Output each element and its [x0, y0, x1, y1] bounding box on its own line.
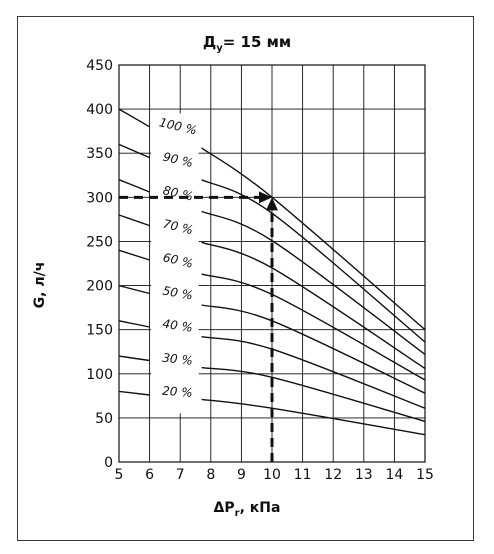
y-tick-label-6: 300	[86, 190, 113, 206]
curve-label-30: 30 %	[162, 351, 194, 368]
y-tick-label-4: 200	[86, 279, 113, 295]
x-tick-label-2: 7	[176, 467, 185, 483]
series-60-curve	[201, 273, 426, 381]
series-70-left-segment	[118, 214, 150, 227]
x-tick-label-10: 15	[416, 467, 434, 483]
series-50-curve	[201, 304, 426, 394]
series-30-curve	[201, 366, 426, 423]
x-axis-label: ΔPr, кПа	[214, 500, 281, 519]
y-tick-label-1: 50	[95, 411, 113, 427]
x-tick-label-1: 6	[145, 467, 154, 483]
series-80-curve	[201, 210, 426, 355]
tick-labels: 5 6 7 8 9 10 11 12 13 14 1505010015020025030035040…	[86, 58, 434, 483]
label-gap	[151, 113, 199, 414]
curve-label-50: 50 %	[162, 284, 194, 303]
annotation-arrow-head-0	[266, 197, 278, 211]
series-70-curve	[201, 241, 426, 370]
y-tick-label-0: 0	[104, 455, 113, 471]
x-tick-label-5: 10	[263, 467, 281, 483]
x-tick-label-6: 11	[294, 467, 312, 483]
x-tick-label-4: 9	[237, 467, 246, 483]
series-30-left-segment	[118, 355, 150, 362]
annotations	[119, 191, 278, 462]
y-tick-label-2: 100	[86, 367, 113, 383]
x-tick-label-9: 14	[385, 467, 403, 483]
curve-label-60: 60 %	[162, 250, 195, 271]
curves	[118, 108, 426, 436]
series-40-curve	[201, 336, 426, 409]
curve-label-20: 20 %	[162, 384, 193, 400]
curve-label-40: 40 %	[162, 317, 194, 335]
curve-label-90: 90 %	[162, 150, 195, 171]
curve-labels: 100 %90 %80 %70 %60 %50 %40 %30 %20 %	[151, 113, 199, 414]
x-tick-label-7: 12	[324, 467, 342, 483]
series-100-curve	[201, 147, 426, 331]
chart-frame	[17, 16, 474, 541]
series-40-left-segment	[118, 320, 150, 328]
series-90-curve	[201, 179, 426, 343]
y-tick-label-7: 350	[86, 146, 113, 162]
x-tick-label-8: 13	[355, 467, 373, 483]
curve-label-70: 70 %	[162, 217, 195, 238]
series-20-curve	[201, 398, 426, 436]
y-tick-label-3: 150	[86, 323, 113, 339]
y-tick-label-5: 250	[86, 234, 113, 250]
annotation-arrow-head-1	[259, 191, 272, 204]
x-tick-label-0: 5	[115, 467, 124, 483]
x-tick-label-3: 8	[206, 467, 215, 483]
series-60-left-segment	[118, 249, 150, 261]
y-tick-label-9: 450	[86, 58, 113, 74]
series-20-left-segment	[118, 390, 150, 396]
series-100-left-segment	[118, 108, 150, 128]
series-50-left-segment	[118, 284, 150, 295]
series-80-left-segment	[118, 179, 150, 193]
series-90-left-segment	[118, 143, 150, 159]
chart-title: Ду= 15 мм	[203, 33, 291, 54]
y-tick-label-8: 400	[86, 102, 113, 118]
y-axis-label: G, л/ч	[32, 262, 48, 309]
